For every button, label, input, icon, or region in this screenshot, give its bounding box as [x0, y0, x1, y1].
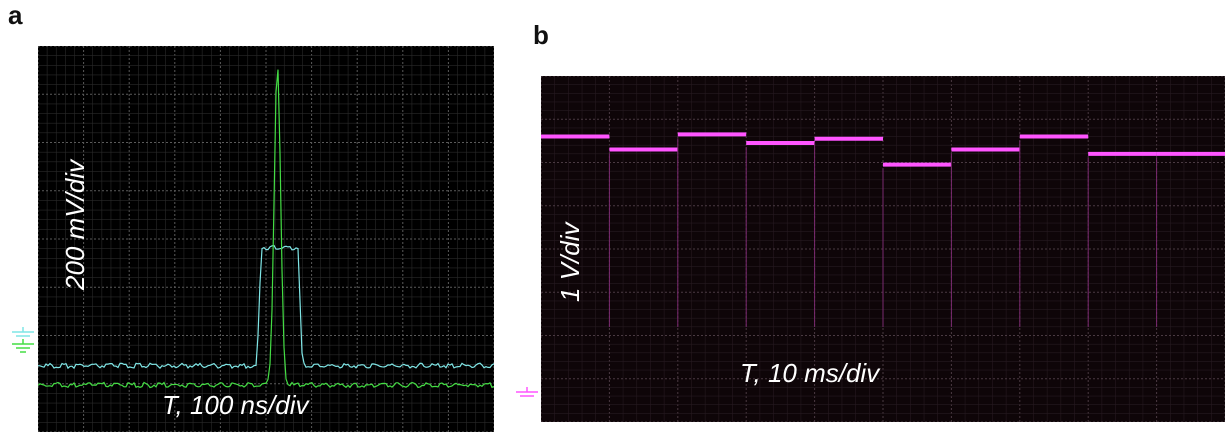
- ground-marker-icon: [516, 387, 538, 397]
- vertical-scale-label-a: 200 mV/div: [60, 159, 90, 290]
- trace-green: [38, 69, 494, 389]
- ground-marker-icon: [12, 327, 34, 353]
- vertical-scale-label-b: 1 V/div: [555, 222, 585, 303]
- time-scale-label-a: T, 100 ns/div: [162, 390, 309, 420]
- oscilloscope-screen-a: [38, 46, 494, 432]
- scope-b-plot: [541, 76, 1225, 422]
- panel-label-a: a: [8, 0, 23, 30]
- time-scale-label-b: T, 10 ms/div: [740, 358, 880, 388]
- graticule: [38, 46, 494, 432]
- panel-label-b: b: [533, 20, 549, 50]
- oscilloscope-screen-b: [541, 76, 1225, 422]
- trace-cyan: [38, 244, 494, 370]
- scope-a-plot: [38, 46, 494, 432]
